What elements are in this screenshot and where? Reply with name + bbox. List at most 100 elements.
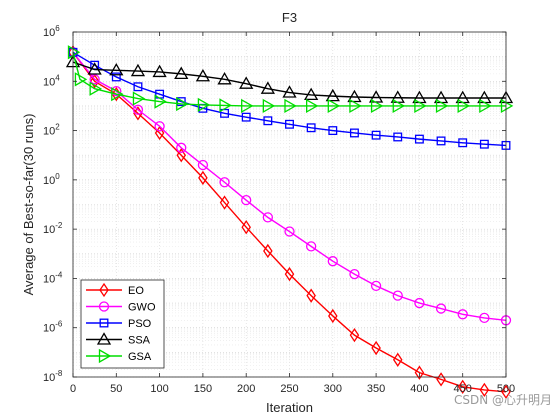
x-tick-label: 500 (497, 383, 515, 395)
data-point-eo (392, 352, 403, 367)
data-point-gsa (305, 98, 319, 114)
data-point-eo (501, 384, 511, 400)
data-point-pso (285, 119, 294, 129)
data-point-ssa (325, 88, 340, 102)
data-point-gwo (370, 280, 382, 291)
data-point-ssa (130, 63, 146, 77)
legend-marker-pso (99, 318, 109, 328)
data-point-pso (111, 72, 121, 82)
x-tick-label: 150 (194, 383, 212, 395)
data-point-pso (176, 97, 186, 107)
data-point-gsa (154, 94, 167, 109)
data-point-gsa (392, 98, 406, 114)
data-point-eo (154, 125, 165, 141)
series-line-gwo (72, 51, 507, 321)
series-gwo (67, 47, 512, 326)
data-point-eo (198, 170, 208, 186)
data-point-gwo (349, 268, 360, 280)
series-line-gsa (72, 52, 506, 107)
data-point-pso (133, 82, 143, 92)
data-point-ssa (260, 81, 275, 94)
x-tick-label: 100 (150, 383, 168, 395)
data-point-eo (328, 308, 338, 324)
x-axis-title: Iteration (266, 400, 313, 415)
x-tick-label: 450 (454, 383, 472, 395)
data-point-eo (241, 220, 251, 235)
data-point-ssa (109, 62, 124, 76)
data-point-gsa (89, 81, 102, 96)
data-point-gwo (284, 226, 295, 237)
data-point-gsa (111, 87, 124, 102)
data-point-eo (414, 365, 425, 380)
series-eo (68, 45, 511, 400)
data-point-eo (263, 243, 273, 259)
series-line-pso (72, 51, 507, 147)
data-point-gwo (197, 159, 209, 171)
data-point-gsa (457, 98, 471, 114)
data-point-eo (371, 340, 381, 356)
legend-marker-gsa (98, 348, 112, 364)
data-point-eo (284, 266, 295, 282)
x-tick-label: 300 (324, 383, 342, 395)
data-point-gwo (132, 104, 144, 115)
data-point-ssa (195, 68, 211, 82)
data-point-pso (349, 128, 359, 138)
legend-label-gsa: GSA (128, 351, 152, 363)
watermark-text: CSDN @心升明月 (454, 393, 552, 407)
data-point-pso (458, 138, 468, 148)
data-point-gsa (197, 97, 211, 113)
data-point-gwo (305, 241, 317, 252)
chart-title: F3 (282, 10, 297, 25)
legend-label-eo: EO (128, 285, 144, 297)
series-pso (68, 47, 511, 150)
data-point-ssa (282, 85, 297, 98)
data-point-pso (263, 116, 273, 126)
data-point-eo (219, 195, 230, 210)
legend-label-gwo: GWO (128, 302, 156, 314)
data-point-ssa (217, 72, 232, 85)
series-gsa (67, 45, 514, 114)
data-point-eo (306, 288, 316, 303)
data-point-ssa (87, 62, 102, 75)
data-point-gsa (479, 98, 492, 114)
data-point-gsa (500, 98, 514, 114)
data-point-gsa (67, 45, 81, 60)
data-point-pso (328, 126, 338, 136)
legend-marker-ssa (96, 332, 112, 345)
data-point-pso (479, 139, 489, 149)
series-line-ssa (72, 61, 506, 99)
legend-label-pso: PSO (128, 318, 152, 330)
data-point-gsa (219, 98, 232, 113)
data-point-eo (457, 379, 468, 394)
series-lines (65, 45, 514, 400)
x-tick-label: 350 (367, 383, 385, 395)
data-point-gsa (435, 98, 449, 114)
legend-entries: EO GWO PSO SSA GSA (86, 282, 156, 364)
data-point-gwo (262, 212, 274, 223)
data-point-gwo (392, 290, 403, 301)
data-point-gwo (241, 195, 252, 206)
x-tick-label: 0 (70, 383, 76, 395)
data-point-pso (371, 130, 381, 140)
data-point-pso (306, 123, 316, 133)
x-tick-label: 200 (237, 383, 255, 395)
data-point-pso (241, 112, 251, 122)
data-point-gwo (414, 297, 425, 309)
data-point-gsa (262, 98, 276, 114)
data-point-gsa (74, 72, 88, 87)
data-point-gwo (89, 74, 100, 85)
data-point-gwo (176, 142, 187, 153)
x-tick-label: 250 (280, 383, 298, 395)
legend-marker-gwo (98, 301, 110, 312)
data-point-gwo (457, 309, 468, 320)
data-point-ssa (239, 76, 254, 89)
data-point-gsa (349, 98, 362, 114)
y-axis-title: Average of Best-so-far(30 runs) (21, 114, 36, 296)
data-point-pso (436, 136, 446, 146)
data-point-gsa (284, 98, 297, 114)
data-point-gsa (414, 98, 427, 114)
x-tick-label: 400 (410, 383, 428, 395)
data-point-gsa (327, 98, 341, 114)
data-point-eo (349, 327, 360, 343)
